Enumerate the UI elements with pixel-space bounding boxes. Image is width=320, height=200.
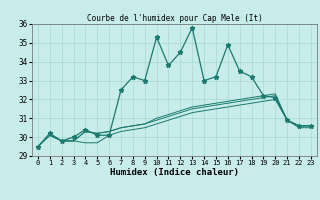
Title: Courbe de l'humidex pour Cap Mele (It): Courbe de l'humidex pour Cap Mele (It) [86,14,262,23]
X-axis label: Humidex (Indice chaleur): Humidex (Indice chaleur) [110,168,239,177]
